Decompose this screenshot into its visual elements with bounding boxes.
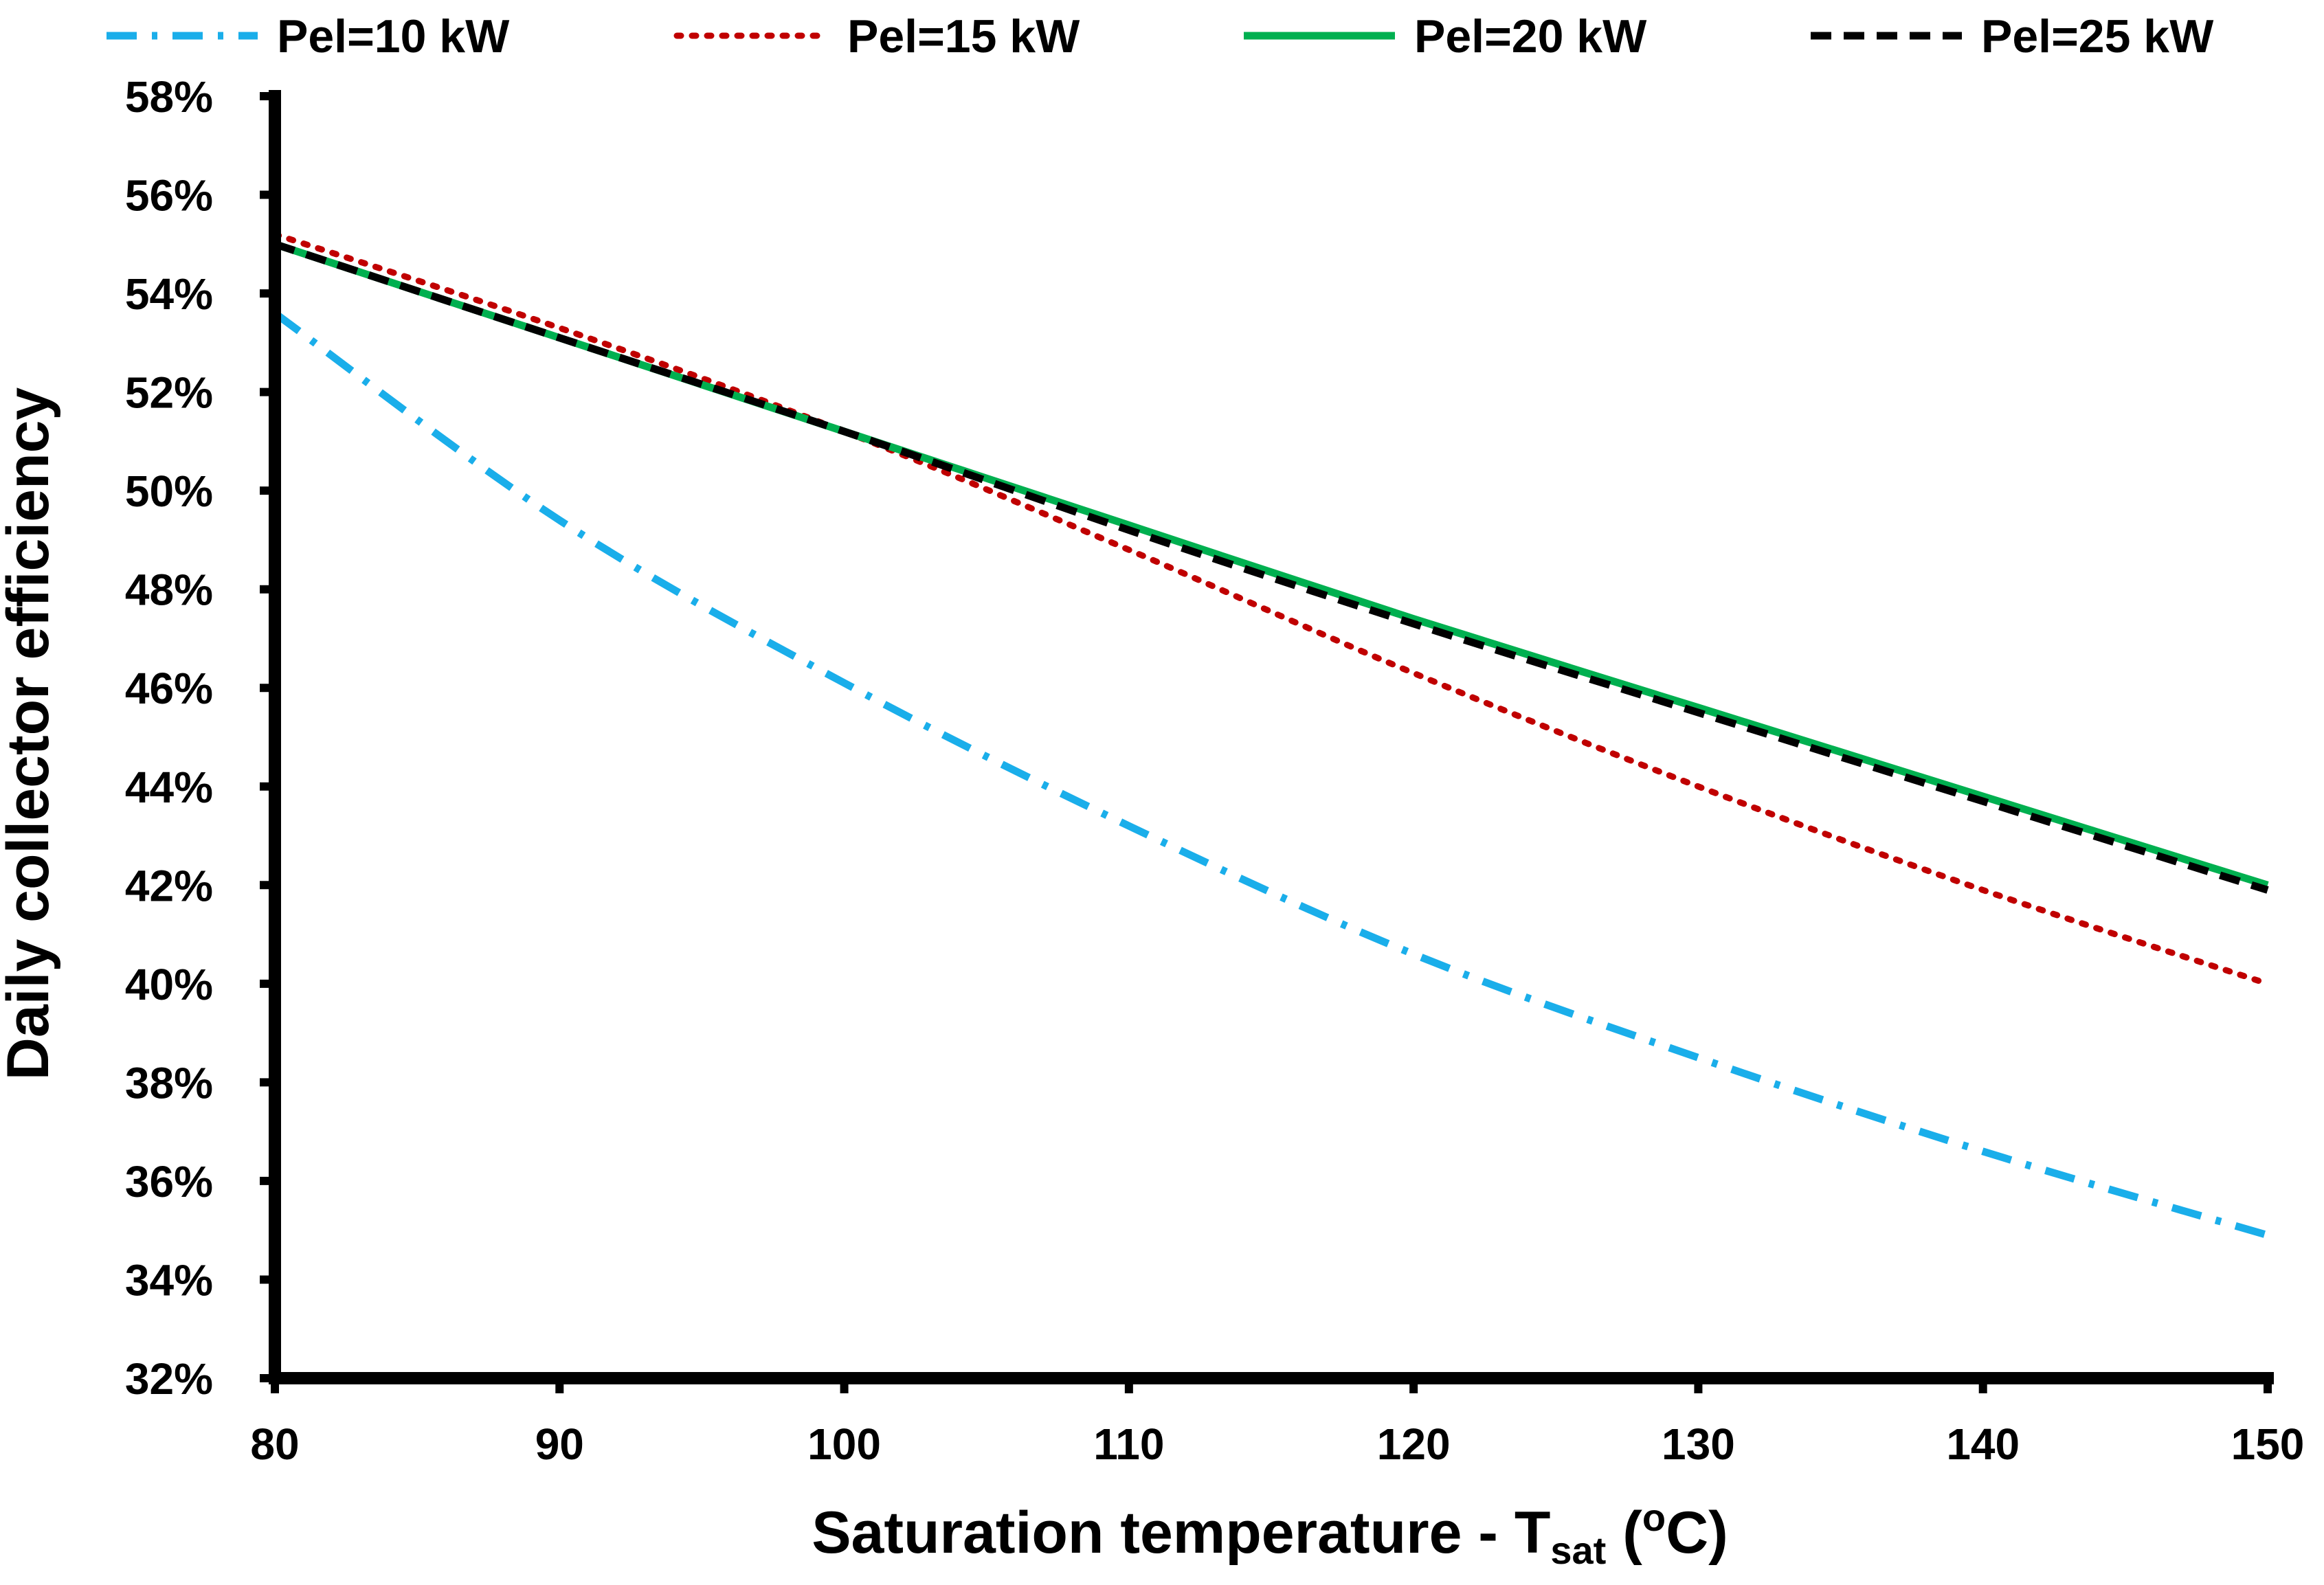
y-tick-label: 40% [125,960,213,1009]
x-tick-label: 130 [1662,1419,1735,1469]
legend: Pel=10 kW Pel=15 kW Pel=20 kW Pel=25 kW [107,10,2214,63]
x-axis-title-unit: C) [1666,1500,1728,1566]
x-axis-title-main: Saturation temperature - T [812,1500,1550,1566]
legend-label: Pel=15 kW [847,10,1080,63]
legend-label: Pel=10 kW [277,10,510,63]
y-tick-label: 48% [125,565,213,615]
y-tick-label: 34% [125,1255,213,1305]
y-tick-label: 58% [125,72,213,122]
legend-label: Pel=25 kW [1981,10,2214,63]
series-line-2 [271,231,2271,987]
x-tick-label: 140 [1946,1419,2020,1469]
x-axis-title-open: ( [1606,1500,1642,1566]
y-axis-title: Daily collector efficiency [0,387,61,1081]
x-tick-label: 100 [807,1419,881,1469]
y-tick-label: 38% [125,1058,213,1108]
y-tick-label: 44% [125,763,213,812]
y-axis-ticks: 32% 34% 36% 38% 40% 42% 44% 46% 48% 50% 52% 54% 56% 5… [125,72,275,1404]
x-tick-label: 120 [1377,1419,1451,1469]
y-tick-label: 32% [125,1354,213,1404]
y-tick-label: 52% [125,368,213,418]
series-lines [271,231,2271,1239]
y-tick-label: 54% [125,269,213,319]
x-tick-label: 150 [2231,1419,2305,1469]
x-axis-title-superscript: o [1642,1496,1666,1539]
x-tick-label: 90 [535,1419,584,1469]
series-line-4 [273,240,2269,894]
y-tick-label: 46% [125,664,213,713]
x-axis-title-subscript: sat [1550,1529,1606,1572]
x-axis-ticks: 80 90 100 110 120 130 140 150 [250,1378,2304,1469]
x-axis-title: Saturation temperature - Tsat (oC) [812,1496,1728,1572]
x-tick-label: 110 [1093,1419,1164,1469]
y-tick-label: 42% [125,861,213,910]
legend-label: Pel=20 kW [1414,10,1647,63]
y-tick-label: 50% [125,466,213,516]
series-line-1 [272,310,2269,1239]
y-tick-label: 36% [125,1157,213,1206]
y-tick-label: 56% [125,171,213,221]
x-tick-label: 80 [250,1419,299,1469]
